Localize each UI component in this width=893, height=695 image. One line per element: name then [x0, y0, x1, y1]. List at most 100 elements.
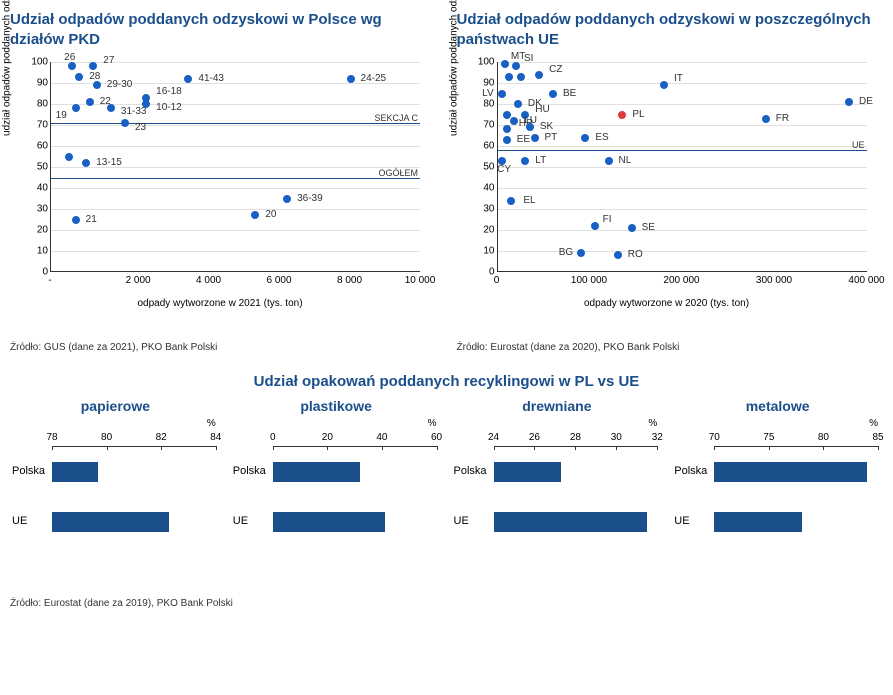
scatter-point — [347, 75, 355, 83]
bar-x-tick: 82 — [156, 432, 167, 443]
left-scatter-panel: Udział odpadów poddanych odzyskowi w Pol… — [10, 10, 437, 353]
bar-x-tick: 80 — [101, 432, 112, 443]
point-label: FR — [776, 113, 789, 124]
scatter-point — [521, 157, 529, 165]
bar-category-label: Polska — [233, 465, 266, 477]
bar-category-label: UE — [454, 515, 469, 527]
bar-x-tick: 80 — [818, 432, 829, 443]
bar-subtitle: plastikowe — [231, 398, 442, 414]
point-label: SK — [540, 121, 553, 132]
scatter-point — [660, 81, 668, 89]
point-label: 27 — [103, 55, 114, 66]
bar — [494, 512, 648, 532]
bar — [273, 512, 385, 532]
point-label: 26 — [64, 52, 75, 63]
bar-x-tick: 85 — [872, 432, 883, 443]
point-label: IT — [674, 73, 683, 84]
point-label: SE — [642, 222, 655, 233]
y-tick: 90 — [30, 78, 48, 89]
bar-panel: plastikowe%0204060PolskaUE — [231, 398, 442, 568]
y-axis-label: udział odpadów poddanych odzyskowi (%) — [2, 0, 13, 136]
bar-unit: % — [648, 418, 657, 429]
top-row: Udział odpadów poddanych odzyskowi w Pol… — [10, 10, 883, 353]
scatter-point — [526, 123, 534, 131]
y-tick: 90 — [477, 78, 495, 89]
scatter-point — [503, 111, 511, 119]
right-scatter-panel: Udział odpadów poddanych odzyskowi w pos… — [457, 10, 884, 353]
bar-category-label: UE — [233, 515, 248, 527]
point-label: 16-18 — [156, 86, 182, 97]
bar-x-tick: 32 — [652, 432, 663, 443]
scatter-point — [93, 81, 101, 89]
scatter-point — [68, 62, 76, 70]
x-tick: 2 000 — [126, 275, 151, 286]
y-tick: 80 — [30, 99, 48, 110]
y-tick: 20 — [30, 225, 48, 236]
point-label: EE — [517, 134, 530, 145]
scatter-point — [614, 251, 622, 259]
x-tick: 0 — [494, 275, 500, 286]
left-chart-title: Udział odpadów poddanych odzyskowi w Pol… — [10, 10, 437, 49]
point-label: DE — [859, 96, 873, 107]
bar — [494, 462, 562, 482]
bar — [273, 462, 360, 482]
bar-x-tick: 84 — [210, 432, 221, 443]
y-tick: 60 — [477, 141, 495, 152]
bar-x-tick: 70 — [709, 432, 720, 443]
scatter-point — [184, 75, 192, 83]
bar-x-tick: 24 — [488, 432, 499, 443]
bar-x-tick: 40 — [376, 432, 387, 443]
y-tick: 40 — [30, 183, 48, 194]
scatter-point — [535, 71, 543, 79]
bar-x-tick: 78 — [46, 432, 57, 443]
scatter-point — [89, 62, 97, 70]
point-label: LV — [482, 88, 494, 99]
scatter-point — [549, 90, 557, 98]
bar-category-label: Polska — [674, 465, 707, 477]
bar-x-tick: 26 — [529, 432, 540, 443]
y-tick: 50 — [30, 162, 48, 173]
point-label: BE — [563, 88, 576, 99]
bar-row: papierowe%78808284PolskaUEplastikowe%020… — [10, 398, 883, 568]
scatter-point — [501, 60, 509, 68]
point-label: 41-43 — [198, 73, 224, 84]
point-label: 28 — [89, 71, 100, 82]
x-tick: 300 000 — [756, 275, 792, 286]
bar-unit: % — [869, 418, 878, 429]
y-tick: 70 — [30, 120, 48, 131]
bar — [52, 512, 169, 532]
point-label: SI — [524, 53, 533, 64]
x-tick: - — [48, 275, 51, 286]
y-tick: 100 — [477, 57, 495, 68]
x-tick: 100 000 — [571, 275, 607, 286]
scatter-point — [581, 134, 589, 142]
right-scatter-chart: UEMTSICZITLVBEDKHULUHRSKPLDEFREEPTESCYLT… — [457, 57, 877, 317]
x-tick: 6 000 — [267, 275, 292, 286]
scatter-point — [507, 197, 515, 205]
bar-category-label: Polska — [454, 465, 487, 477]
bar — [714, 512, 801, 532]
y-tick: 40 — [477, 183, 495, 194]
scatter-point — [251, 211, 259, 219]
scatter-point — [107, 104, 115, 112]
scatter-point — [510, 117, 518, 125]
y-tick: 30 — [477, 204, 495, 215]
x-axis-label: odpady wytworzone w 2021 (tys. ton) — [137, 298, 302, 309]
point-label: 19 — [56, 110, 67, 121]
left-scatter-chart: SEKCJA COGÓŁEM26272829-3041-4324-2522193… — [10, 57, 430, 317]
point-label: 36-39 — [297, 193, 323, 204]
bar-subtitle: papierowe — [10, 398, 221, 414]
scatter-point — [86, 98, 94, 106]
scatter-point — [82, 159, 90, 167]
bar-x-tick: 28 — [570, 432, 581, 443]
bar-x-tick: 60 — [431, 432, 442, 443]
scatter-point — [577, 249, 585, 257]
bar — [52, 462, 98, 482]
scatter-point — [72, 104, 80, 112]
point-label: 24-25 — [361, 73, 387, 84]
bar-subtitle: metalowe — [672, 398, 883, 414]
scatter-point — [605, 157, 613, 165]
point-label: CZ — [549, 64, 562, 75]
bar-chart: %78808284PolskaUE — [10, 418, 221, 568]
scatter-point — [531, 134, 539, 142]
